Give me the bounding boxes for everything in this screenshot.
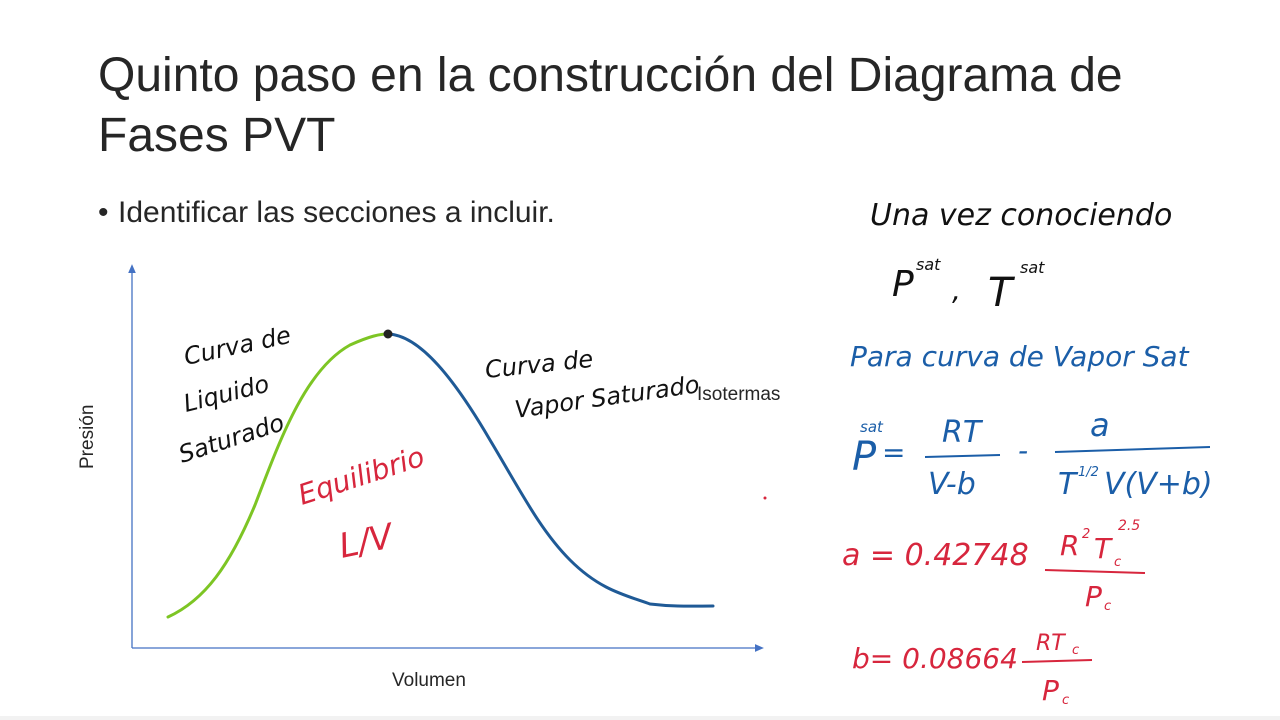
intro-p: P: [892, 264, 914, 305]
region-label-line-2: L/V: [336, 516, 399, 567]
intro-note: Una vez conociendo P sat , T sat: [870, 198, 1172, 316]
intro-line: Una vez conociendo: [870, 198, 1172, 233]
psat-lhs-sup: sat: [860, 418, 884, 436]
bullet-item: • Identificar las secciones a incluir.: [98, 196, 555, 230]
a-equation: a = 0.42748 R 2 T c 2.5 P c: [842, 518, 1146, 614]
b-den-sub: c: [1062, 693, 1069, 708]
vapor-curve-label: Curva de Vapor Saturado: [484, 345, 701, 424]
b-lhs: b= 0.08664: [852, 642, 1018, 675]
critical-point-dot: [383, 329, 393, 339]
liquid-label-line-2: Liquido: [181, 370, 272, 418]
liquid-curve-label: Curva de Liquido Saturado: [175, 321, 293, 469]
stray-red-mark: [763, 496, 767, 500]
psat-num1: RT: [942, 415, 984, 450]
psat-equation: P sat = RT V-b - a T 1/2 V(V+b): [852, 406, 1213, 502]
psat-minus: -: [1018, 434, 1028, 467]
intro-t-sup: sat: [1020, 258, 1045, 277]
psat-frac1-bar: [924, 454, 1001, 458]
b-num: RT: [1036, 631, 1066, 656]
liquid-saturation-curve: [166, 332, 390, 619]
b-den: P: [1042, 674, 1059, 707]
b-frac-bar: [1021, 659, 1093, 663]
vapor-heading: Para curva de Vapor Sat: [850, 340, 1190, 373]
psat-den2-sup: 1/2: [1078, 465, 1099, 480]
isotherm-label: Isotermas: [697, 384, 781, 405]
psat-den2: T: [1058, 467, 1079, 502]
psat-frac2-bar: [1054, 446, 1211, 453]
intro-t: T: [988, 270, 1016, 316]
bullet-dot-icon: •: [98, 196, 109, 229]
a-num-mid: T: [1094, 532, 1113, 565]
vapor-saturation-curve: [386, 332, 715, 608]
intro-comma: ,: [952, 274, 961, 307]
liquid-label-line-1: Curva de: [181, 321, 293, 371]
b-equation: b= 0.08664 RT c P c: [852, 631, 1093, 708]
a-frac-bar: [1044, 569, 1146, 574]
bottom-edge: [0, 716, 1280, 720]
region-label-line-1: Equilibrio: [294, 440, 429, 512]
a-lhs: a = 0.42748: [842, 538, 1029, 573]
intro-p-sup: sat: [916, 255, 941, 274]
a-num-sub: c: [1114, 555, 1121, 570]
liquid-label-line-3: Saturado: [175, 408, 287, 468]
a-num: R: [1060, 529, 1079, 562]
equilibrium-region-label: Equilibrio L/V: [294, 440, 429, 567]
bullet-text: Identificar las secciones a incluir.: [118, 196, 555, 229]
psat-eq: =: [882, 436, 905, 469]
psat-lhs: P: [852, 434, 877, 480]
x-axis-label: Volumen: [392, 670, 466, 691]
psat-num2: a: [1090, 406, 1110, 444]
b-num-sub: c: [1072, 643, 1079, 658]
slide-title: Quinto paso en la construcción del Diagr…: [98, 49, 1123, 162]
a-den: P: [1085, 580, 1102, 613]
vapor-label-line-1: Curva de: [484, 345, 595, 384]
a-num-sup2: 2.5: [1118, 518, 1140, 534]
a-den-sub: c: [1104, 599, 1111, 614]
psat-den2-rest: V(V+b): [1104, 467, 1213, 502]
vapor-label-line-2: Vapor Saturado: [513, 370, 701, 424]
psat-den1: V-b: [928, 467, 976, 502]
a-num-sup1: 2: [1082, 527, 1090, 542]
